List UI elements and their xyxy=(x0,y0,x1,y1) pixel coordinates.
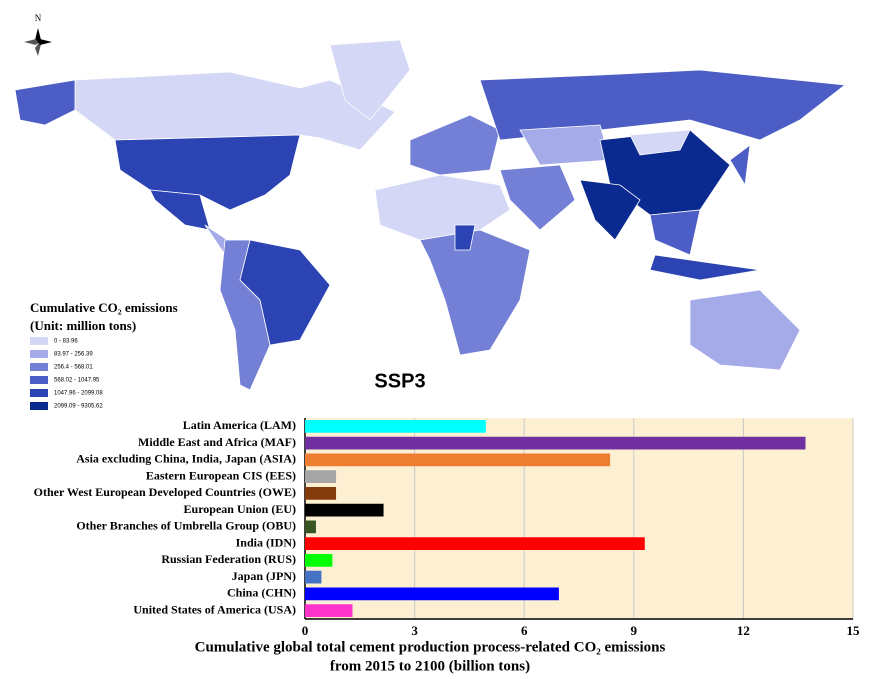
legend-swatch xyxy=(30,376,48,384)
country-region xyxy=(689,289,801,371)
bar xyxy=(305,436,806,450)
legend-swatch xyxy=(30,350,48,358)
bar xyxy=(305,487,337,500)
plot-background xyxy=(305,418,853,619)
y-tick-label: Russian Federation (RUS) xyxy=(161,552,296,566)
bar xyxy=(305,604,353,617)
bar xyxy=(305,470,337,483)
legend: 0 - 83.96 83.97 - 256.39 256.4 - 568.01 568… xyxy=(30,337,103,410)
x-tick-label: 0 xyxy=(302,623,309,638)
country-region xyxy=(329,39,411,121)
legend-label: 0 - 83.96 xyxy=(54,339,78,345)
y-tick-label: Other Branches of Umbrella Group (OBU) xyxy=(76,519,296,533)
compass-label: N xyxy=(35,13,42,23)
legend-swatch xyxy=(30,363,48,371)
bar xyxy=(305,453,611,467)
y-tick-label: Other West European Developed Countries … xyxy=(34,485,296,499)
y-tick-label: India (IDN) xyxy=(236,535,296,549)
bar xyxy=(305,554,333,567)
country-region xyxy=(14,79,76,126)
bar xyxy=(305,503,384,517)
legend-label: 83.97 - 256.39 xyxy=(54,352,93,358)
bar xyxy=(305,587,559,601)
x-tick-label: 3 xyxy=(411,623,418,638)
y-tick-label: Japan (JPN) xyxy=(232,569,296,583)
country-region xyxy=(649,209,701,256)
bar xyxy=(305,570,322,584)
bar xyxy=(305,420,486,433)
country-region xyxy=(519,124,611,166)
bar xyxy=(305,520,316,534)
country-region xyxy=(239,239,331,346)
country-region xyxy=(114,134,301,211)
country-region xyxy=(149,189,211,231)
bar xyxy=(305,537,645,550)
legend-swatch xyxy=(30,389,48,397)
legend-label: 1047.96 - 2099.08 xyxy=(54,391,103,397)
x-tick-label: 15 xyxy=(847,623,861,638)
y-tick-label: Asia excluding China, India, Japan (ASIA… xyxy=(76,452,296,466)
country-region xyxy=(729,144,751,187)
legend-title: Cumulative CO₂ emissions xyxy=(30,300,178,315)
y-tick-label: China (CHN) xyxy=(227,586,296,600)
x-axis-label: from 2015 to 2100 (billion tons) xyxy=(330,658,530,674)
y-tick-label: Latin America (LAM) xyxy=(183,418,296,432)
legend-label: 256.4 - 568.01 xyxy=(54,365,93,371)
world-map xyxy=(14,39,847,391)
legend-swatch xyxy=(30,337,48,345)
country-region xyxy=(374,174,511,241)
legend-title: (Unit: million tons) xyxy=(30,318,136,333)
y-tick-label: Eastern European CIS (EES) xyxy=(146,468,296,482)
legend-label: 2099.09 - 9305.62 xyxy=(54,404,103,410)
country-region xyxy=(409,114,501,176)
country-region xyxy=(499,164,576,231)
country-region xyxy=(74,71,396,151)
country-region xyxy=(629,129,691,156)
y-tick-label: Middle East and Africa (MAF) xyxy=(138,435,296,449)
map-title: SSP3 xyxy=(374,370,425,392)
legend-swatch xyxy=(30,402,48,410)
y-tick-label: European Union (EU) xyxy=(184,502,296,516)
country-region xyxy=(454,224,476,251)
x-tick-label: 6 xyxy=(521,623,528,638)
bar-chart: 0 3 6 9 12 15 Latin America (LAM) Middle East a… xyxy=(34,418,860,674)
x-axis-label: Cumulative global total cement productio… xyxy=(195,639,666,655)
x-tick-label: 12 xyxy=(737,623,750,638)
y-tick-label: United States of America (USA) xyxy=(133,602,296,616)
x-tick-label: 9 xyxy=(631,623,638,638)
country-region xyxy=(419,229,531,356)
compass: N xyxy=(24,13,52,56)
country-region xyxy=(579,179,641,241)
legend-label: 568.02 - 1047.95 xyxy=(54,378,100,384)
country-region xyxy=(649,254,761,281)
